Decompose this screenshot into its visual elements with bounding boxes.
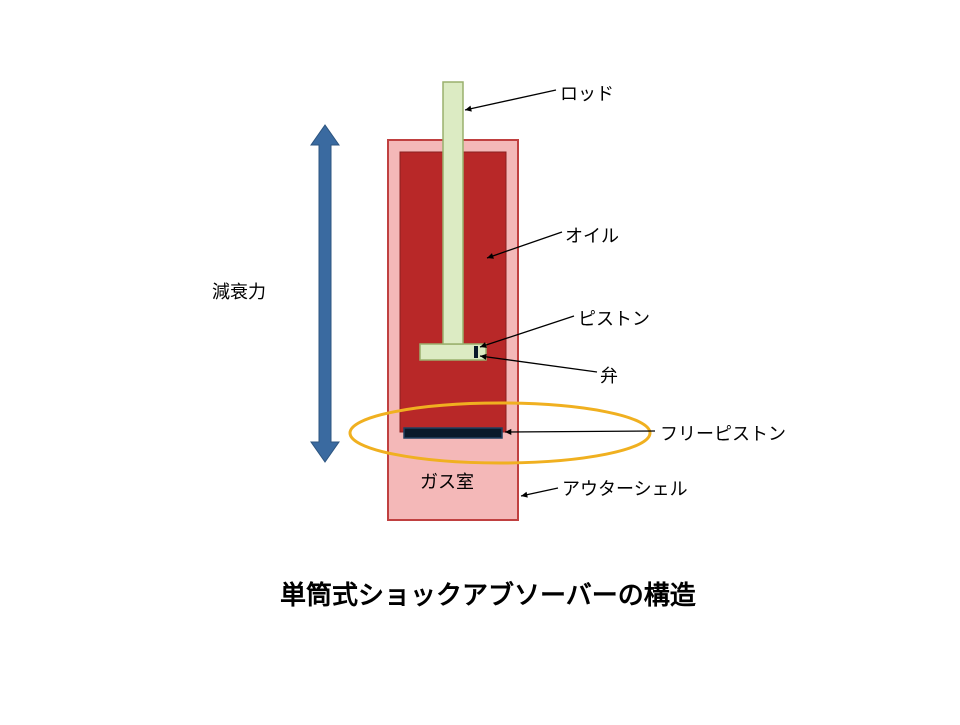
rod-pointer-line bbox=[465, 90, 556, 110]
oil-label: オイル bbox=[565, 222, 619, 248]
valve-shape bbox=[474, 346, 478, 358]
damping-force-label: 減衰力 bbox=[212, 278, 266, 304]
diagram-title: 単筒式ショックアブソーバーの構造 bbox=[280, 575, 696, 612]
outer-shell-label: アウターシェル bbox=[562, 475, 688, 501]
rod-shape bbox=[443, 82, 463, 344]
rod-label: ロッド bbox=[560, 80, 614, 106]
rod-pointer-head bbox=[465, 106, 472, 112]
free-piston-label: フリーピストン bbox=[660, 420, 786, 446]
outer-shell-pointer-head bbox=[521, 492, 528, 498]
piston-label: ピストン bbox=[578, 305, 650, 331]
free-piston-pointer-line bbox=[505, 431, 655, 432]
valve-label: 弁 bbox=[600, 362, 618, 388]
free-piston-shape bbox=[404, 428, 502, 438]
gas-chamber-label: ガス室 bbox=[420, 468, 474, 494]
damping-force-arrow bbox=[311, 125, 339, 462]
shock-absorber-diagram bbox=[0, 0, 960, 720]
